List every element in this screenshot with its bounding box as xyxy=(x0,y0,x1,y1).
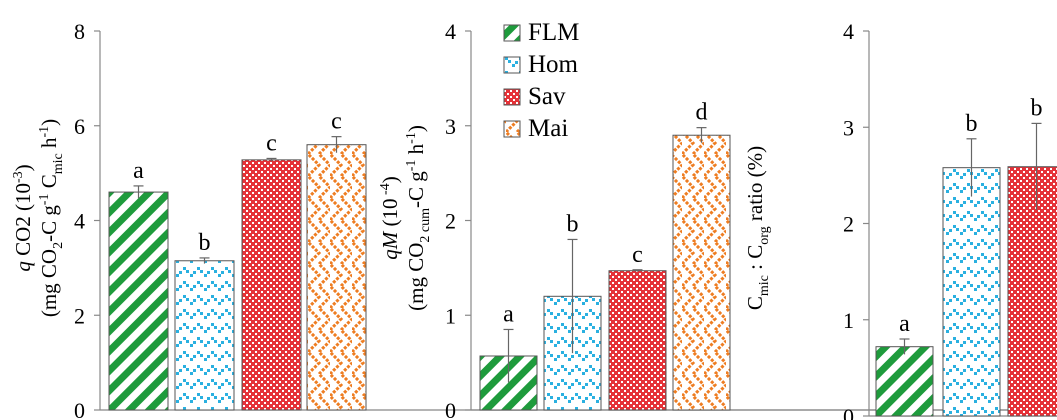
ylabel-rest: CO2 (10 xyxy=(11,183,35,261)
y-tick-label: 2 xyxy=(74,303,85,328)
ylabel-sup: -4 xyxy=(378,183,393,198)
significance-letter: c xyxy=(632,242,643,268)
ylabel-sup2: -1 xyxy=(404,132,419,144)
legend-label-hom: Hom xyxy=(528,51,579,78)
ylabel-sub2: mic xyxy=(51,153,66,174)
significance-letter: b xyxy=(199,230,211,256)
significance-letter: c xyxy=(331,109,342,135)
y-tick-label: 0 xyxy=(843,404,854,420)
y-tick-label: 1 xyxy=(445,303,456,328)
ylabel-sup: -3 xyxy=(11,171,26,183)
y-axis-label: Cmic : Corg ratio (%) xyxy=(743,146,772,310)
ylabel-c: ratio (%) xyxy=(743,146,767,226)
legend-label-flm: FLM xyxy=(528,19,579,46)
legend-label-mai: Mai xyxy=(528,115,568,142)
ylabel-c: C xyxy=(37,174,61,193)
y-tick-label: 0 xyxy=(74,398,85,420)
bar-mai xyxy=(672,134,731,411)
ylabel-q: q xyxy=(11,261,35,272)
bar-sav xyxy=(608,270,667,411)
y-tick-label: 2 xyxy=(445,209,456,234)
ylabel-q: qM xyxy=(378,230,402,260)
bar-sav xyxy=(1007,166,1057,417)
y-tick-label: 4 xyxy=(445,19,456,44)
y-tick-label: 3 xyxy=(843,115,854,140)
y-axis-label-line1: q CO2 (10-3) xyxy=(11,164,35,271)
legend-swatch-flm xyxy=(503,24,521,42)
ylabel-a: (mg CO xyxy=(404,243,428,311)
bar-flm xyxy=(875,346,934,417)
ylabel-sub2: org xyxy=(757,226,772,244)
ylabel-d: h xyxy=(37,137,61,153)
ylabel-b: -C g xyxy=(404,171,428,208)
chart-qm: qM (10 -4) (mg CO2 cum-C g-1 h-1) 01234a… xyxy=(378,19,1057,420)
significance-letter: a xyxy=(133,158,144,184)
legend-swatch-hom xyxy=(503,56,521,74)
legend-swatch-sav xyxy=(503,88,521,106)
bar-hom xyxy=(942,167,1001,417)
ylabel-a: (mg CO xyxy=(37,249,61,317)
y-axis-label-line1: qM (10 -4) xyxy=(378,176,402,259)
ylabel-b: -C g xyxy=(37,205,61,242)
ylabel-sub1: 2 cum xyxy=(418,208,433,243)
y-tick-label: 1 xyxy=(843,308,854,333)
y-tick-label: 3 xyxy=(445,114,456,139)
bar-flm xyxy=(108,191,169,411)
legend: FLM Hom Sav Mai xyxy=(503,19,579,142)
ylabel-rest: (10 xyxy=(378,198,402,231)
legend-label-sav: Sav xyxy=(528,83,566,110)
significance-letter: b xyxy=(1031,95,1043,121)
ylabel-sub1: mic xyxy=(757,275,772,296)
bar-mai xyxy=(306,144,367,411)
y-tick-label: 4 xyxy=(843,19,854,44)
significance-letter: b xyxy=(567,211,579,237)
y-axis-label-line2: (mg CO2 cum-C g-1 h-1) xyxy=(404,125,433,311)
significance-letter: c xyxy=(266,130,277,156)
bar-sav xyxy=(241,159,302,411)
ylabel-sup1: -1 xyxy=(37,194,52,206)
ylabel-c: h xyxy=(404,143,428,159)
ylabel-b: : C xyxy=(743,245,767,275)
legend-swatch-mai xyxy=(503,120,521,138)
y-tick-label: 2 xyxy=(843,212,854,237)
ylabel-d: ) xyxy=(404,125,428,132)
ylabel-sup1: -1 xyxy=(404,160,419,172)
ylabel-close: ) xyxy=(11,164,35,171)
ylabel-e: ) xyxy=(37,119,61,126)
y-tick-label: 6 xyxy=(74,114,85,139)
y-axis-label-line2: (mg CO2-C g-1 Cmic h-1) xyxy=(37,119,66,317)
chart-qco2: q CO2 (10-3) (mg CO2-C g-1 Cmic h-1) 024… xyxy=(11,19,1057,420)
ylabel-a: C xyxy=(743,296,767,310)
ylabel-close: ) xyxy=(378,176,402,183)
significance-letter: d xyxy=(696,100,708,126)
ylabel-sub1: 2 xyxy=(51,242,66,249)
significance-letter: b xyxy=(966,111,978,137)
y-tick-label: 8 xyxy=(74,19,85,44)
y-tick-label: 4 xyxy=(74,209,85,234)
chart-cmic-corg: Cmic : Corg ratio (%) 01234abbb xyxy=(743,19,1057,420)
y-tick-label: 0 xyxy=(445,398,456,420)
ylabel-sup2: -1 xyxy=(37,126,52,138)
significance-letter: a xyxy=(899,311,910,337)
bar-hom xyxy=(174,260,235,411)
significance-letter: a xyxy=(503,301,514,327)
